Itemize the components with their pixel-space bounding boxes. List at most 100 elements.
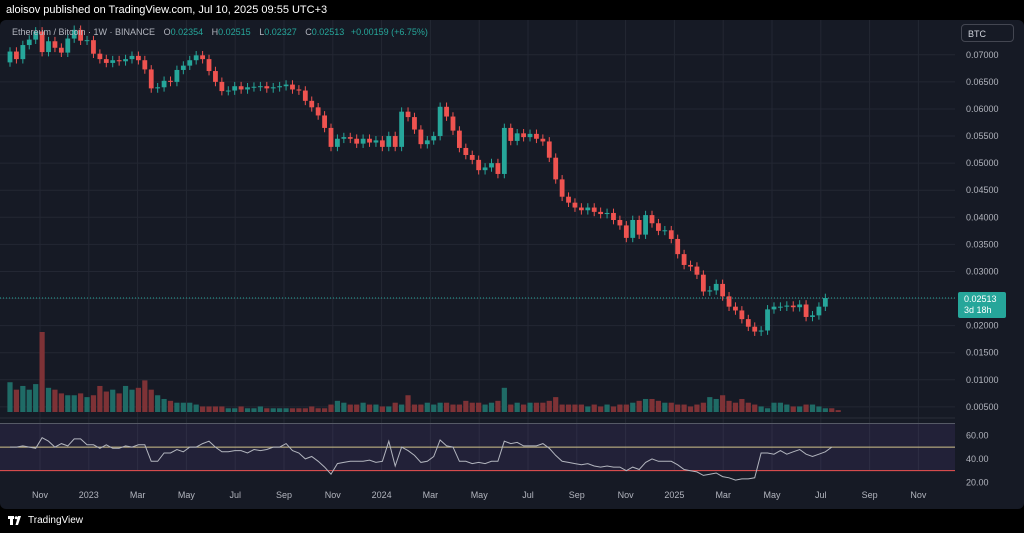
volume-bar	[289, 408, 296, 412]
candle-body	[161, 80, 167, 88]
candle-body	[142, 60, 148, 70]
volume-bar	[450, 404, 456, 412]
candle-body	[225, 90, 231, 92]
candle-body	[232, 86, 238, 91]
tradingview-logo[interactable]: TradingView	[8, 515, 83, 526]
volume-bar	[71, 395, 77, 412]
candle-body	[174, 69, 180, 82]
candle-body	[46, 41, 51, 53]
candle-body	[495, 163, 501, 174]
volume-bar	[424, 402, 430, 412]
candle-body	[392, 136, 398, 147]
volume-bar	[20, 385, 26, 412]
high-label: H	[211, 27, 219, 37]
candle-body	[264, 86, 270, 89]
chart-canvas[interactable]: 0.07000 0.06500 0.06000 0.05500 0.05000 0.045…	[0, 20, 1024, 509]
volume-bar	[829, 408, 835, 412]
time-tick-label: May	[471, 490, 489, 500]
candle-body	[354, 138, 360, 144]
candle-body	[347, 137, 353, 139]
volume-bar	[668, 402, 674, 412]
time-tick-label: 2023	[79, 490, 99, 500]
volume-bar	[527, 402, 533, 412]
volume-bar	[386, 406, 392, 412]
volume-bar	[129, 389, 135, 412]
candle-body	[604, 212, 610, 215]
volume-bar	[283, 408, 289, 412]
volume-bar	[720, 395, 726, 412]
candle-body	[662, 230, 668, 232]
candle-body	[566, 196, 571, 203]
volume-bar	[488, 402, 495, 412]
volume-bar	[578, 404, 584, 412]
candle-body	[335, 138, 340, 147]
candle-body	[668, 230, 674, 239]
volume-bar	[835, 410, 841, 412]
volume-bar	[33, 384, 39, 412]
candle-body	[765, 309, 770, 331]
candle-body	[739, 310, 745, 320]
volume-bar	[405, 395, 411, 412]
volume-bar	[277, 408, 283, 412]
time-tick-label: Mar	[715, 490, 731, 500]
volume-bar	[816, 406, 822, 412]
volume-bar	[687, 406, 694, 412]
candle-body	[39, 31, 45, 53]
candle-body	[489, 163, 494, 168]
candle-body	[688, 264, 693, 267]
volume-bar	[65, 395, 71, 412]
symbol-title[interactable]: Ethereum / Bitcoin · 1W · BINANCE	[12, 27, 156, 37]
volume-bar	[264, 408, 270, 412]
rsi-tick-label: 40.00	[966, 454, 989, 464]
candle-body	[752, 326, 758, 332]
price-tick-label: 0.06000	[966, 104, 999, 114]
candle-body	[437, 106, 443, 137]
candle-body	[424, 140, 430, 145]
candle-body	[91, 40, 96, 54]
candle-body	[405, 111, 411, 118]
candle-body	[598, 211, 604, 215]
volume-bar	[302, 408, 308, 412]
time-tick-label: May	[763, 490, 781, 500]
volume-bar	[347, 404, 353, 412]
currency-button[interactable]: BTC	[961, 24, 1014, 42]
candle-body	[745, 319, 751, 327]
price-tick-label: 0.01000	[966, 375, 999, 385]
time-tick-label: Jul	[229, 490, 241, 500]
price-tick-label: 0.05000	[966, 158, 999, 168]
candle-body	[707, 290, 713, 292]
volume-bar	[39, 332, 45, 412]
candle-body	[656, 223, 661, 231]
chart-frame[interactable]: 0.07000 0.06500 0.06000 0.05500 0.05000 0.045…	[0, 20, 1024, 509]
volume-bar	[713, 398, 719, 412]
volume-bar	[636, 400, 642, 412]
candle-body	[572, 202, 578, 208]
candle-body	[322, 115, 327, 128]
volume-bar	[777, 402, 783, 412]
candle-body	[784, 305, 790, 307]
close-label: C	[305, 27, 312, 37]
volume-bar	[533, 402, 540, 412]
candle-body	[559, 179, 565, 197]
candle-body	[328, 127, 334, 147]
volume-bar	[7, 382, 13, 412]
candle-body	[399, 111, 405, 147]
candle-body	[103, 59, 109, 63]
volume-bar	[642, 398, 649, 412]
volume-bar	[514, 402, 520, 412]
candle-body	[7, 51, 13, 63]
publisher-bar: aloisov published on TradingView.com, Ju…	[0, 0, 1024, 20]
volume-bar	[180, 402, 186, 412]
price-tick-label: 0.05500	[966, 131, 999, 141]
tradingview-logo-icon	[8, 515, 21, 525]
candle-body	[810, 315, 815, 317]
candle-body	[168, 80, 173, 82]
price-tick-label: 0.04000	[966, 212, 999, 222]
candle-body	[206, 59, 212, 72]
volume-bar	[135, 387, 141, 412]
candle-body	[713, 283, 719, 291]
volume-bar	[752, 404, 758, 412]
time-tick-label: Nov	[32, 490, 49, 500]
candle-body	[290, 84, 295, 90]
volume-bar	[739, 398, 745, 412]
